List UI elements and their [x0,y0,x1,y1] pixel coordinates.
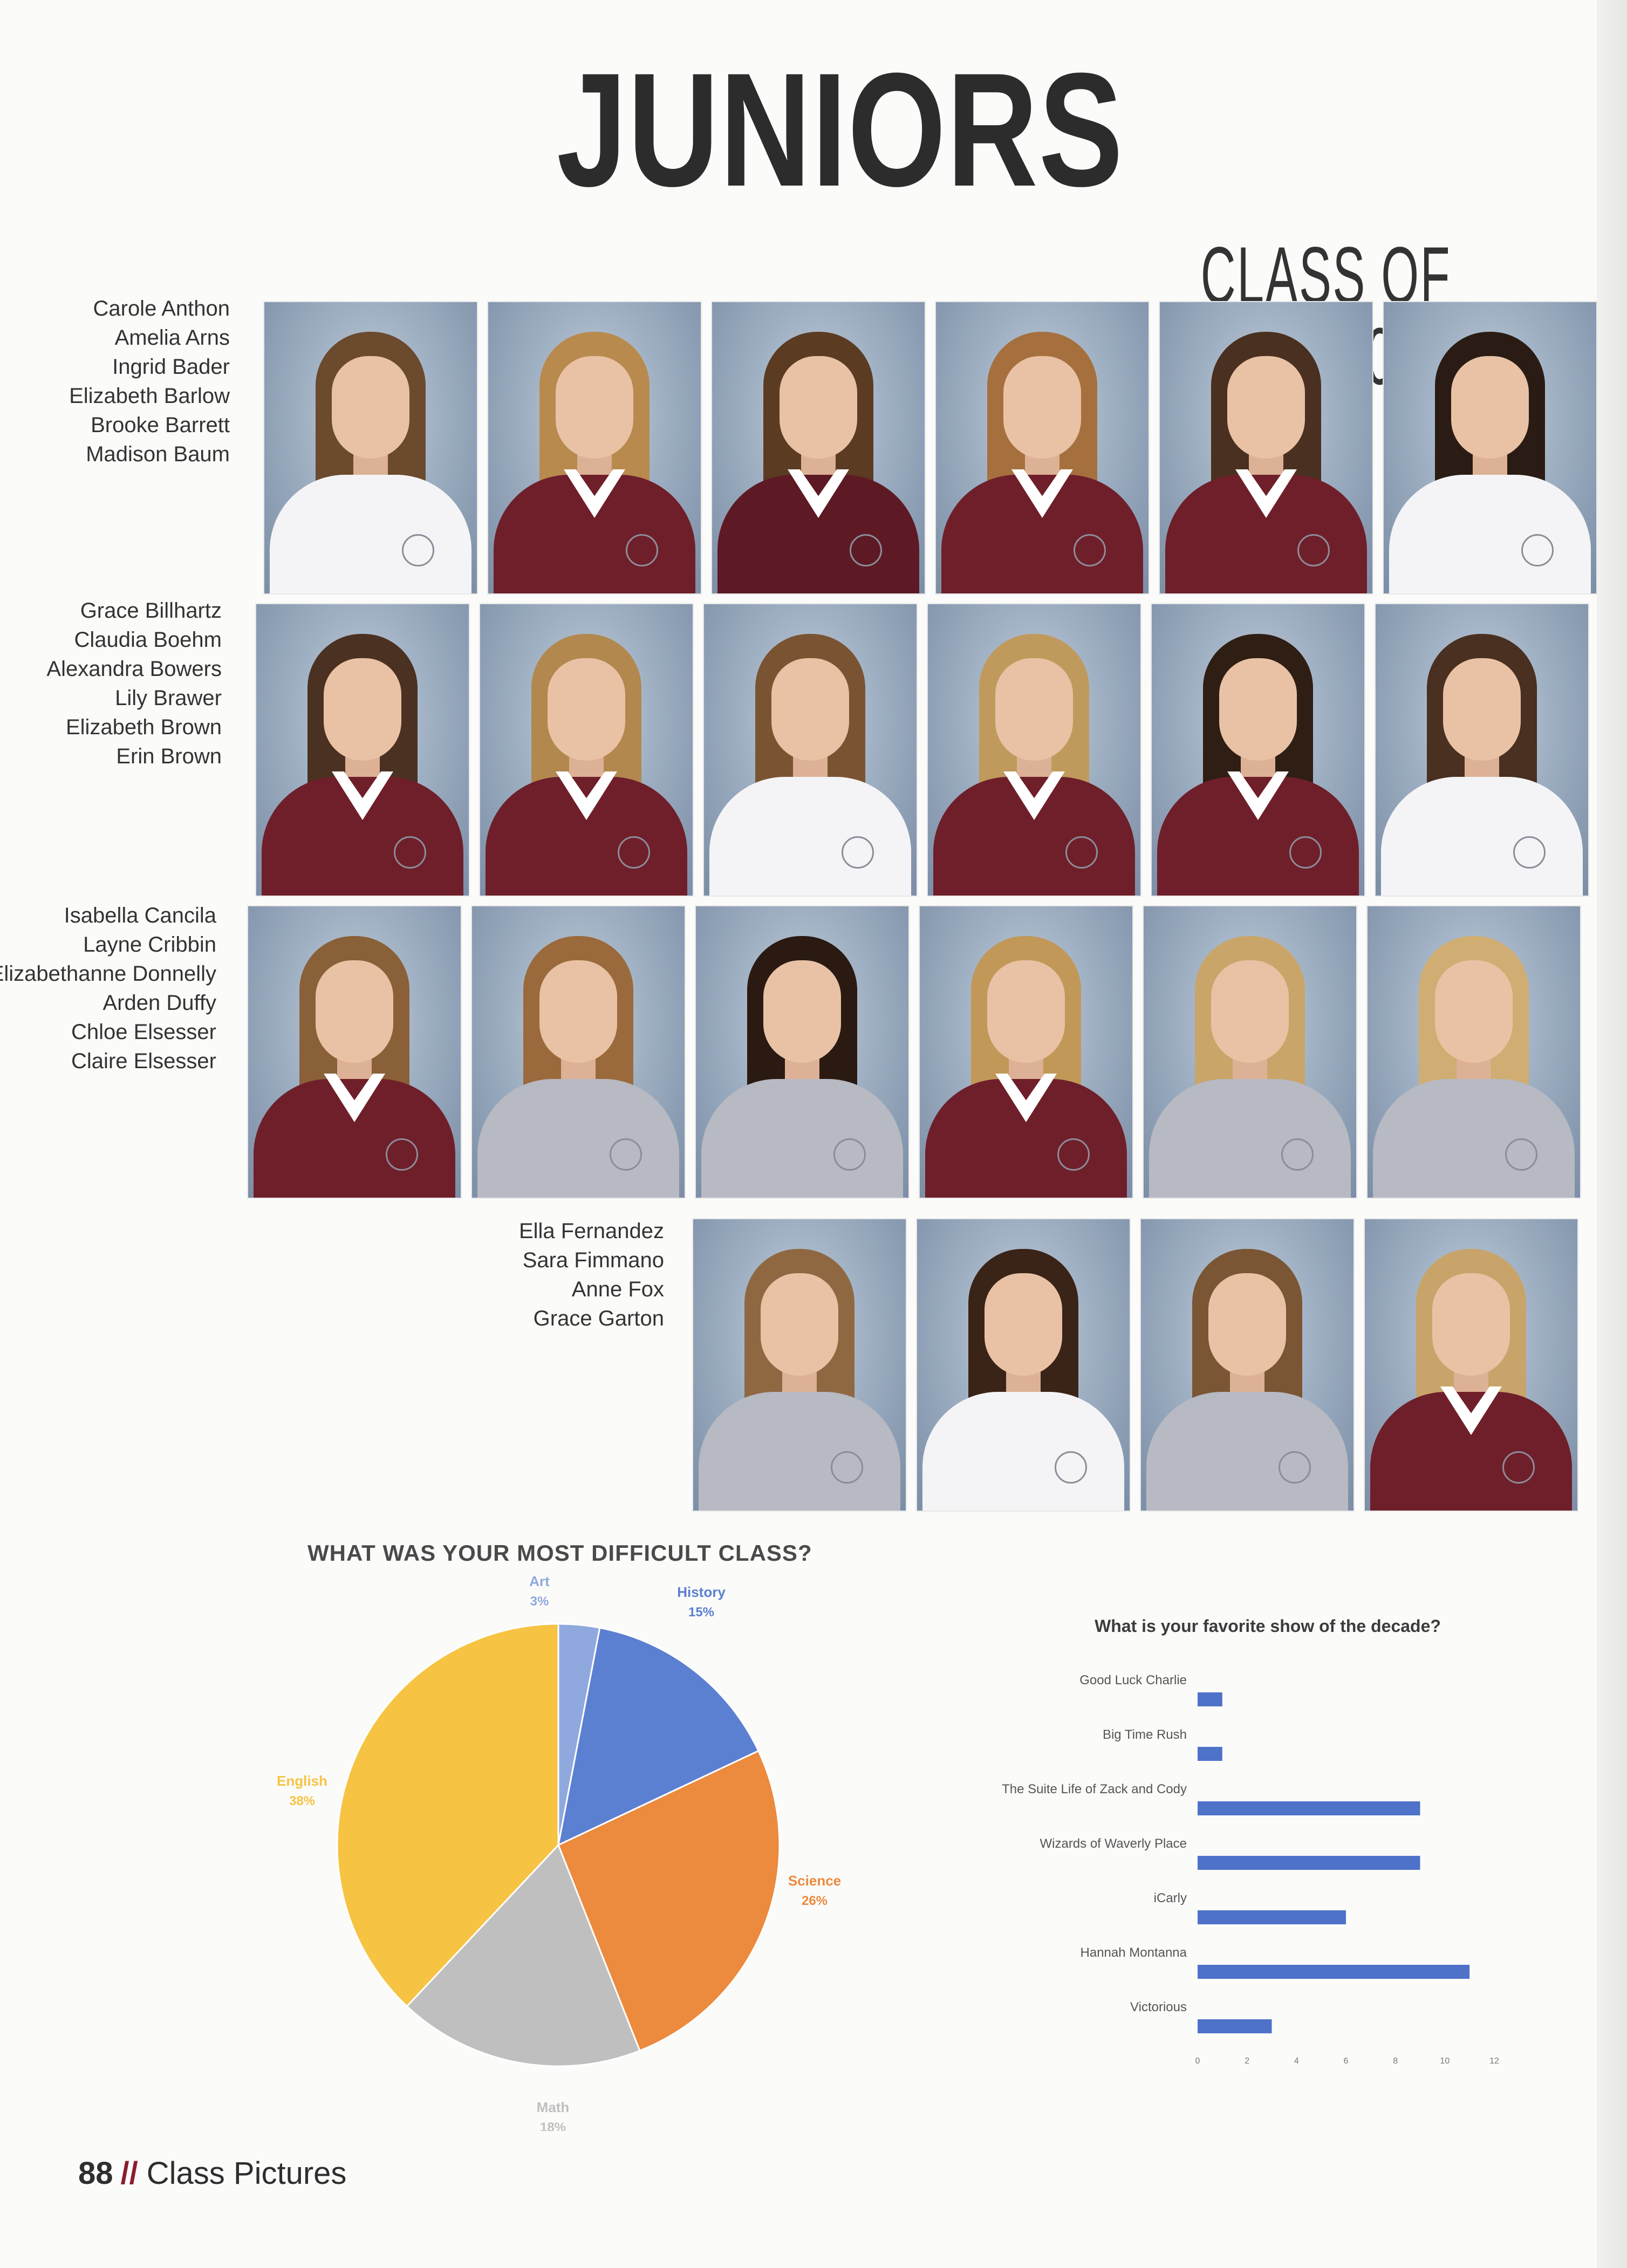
bar [1198,1801,1420,1815]
name-list-1: Carole Anthon Amelia Arns Ingrid Bader E… [69,294,230,469]
student-name: Ella Fernandez [518,1219,664,1243]
student-portrait [920,906,1132,1198]
student-name: Arden Duffy [102,991,217,1015]
student-name: Sara Fimmano [522,1248,664,1272]
pie-label: Science [788,1873,841,1889]
student-name: Alexandra Bowers [46,657,222,681]
x-tick-label: 10 [1440,2057,1450,2066]
student-name: Claudia Boehm [74,628,222,652]
name-list-3: Isabella Cancila Layne Cribbin Elizabeth… [0,901,216,1076]
pie-chart: Art 3% History 15% Science 26% Math 18% English 3… [248,1565,842,2135]
pie-percent-label: 26% [802,1894,828,1908]
x-tick-label: 8 [1393,2057,1398,2066]
bar-category-label: Hannah Montanna [1081,1945,1187,1960]
student-portrait [917,1219,1130,1511]
page-footer: 88//Class Pictures [78,2155,346,2191]
student-name: Ingrid Bader [112,355,230,379]
student-name: Grace Garton [533,1307,664,1330]
student-name: Elizabeth Barlow [69,384,230,408]
page-title: JUNIORS [557,39,1124,220]
student-portrait [712,302,925,593]
student-portrait [472,906,685,1198]
pie-slice-math [406,1843,641,2067]
bar [1198,1965,1470,1979]
bar-chart-title: What is your favorite show of the decade… [1095,1616,1441,1636]
pie-label: Math [537,2099,570,2115]
student-portrait [1152,604,1364,896]
bar-category-label: Victorious [1130,2000,1187,2014]
pie-slice-science [557,1750,781,2052]
pie-slice-history [557,1627,760,1847]
footer-separator: // [120,2156,138,2191]
bar-category-label: Wizards of Waverly Place [1040,1836,1187,1851]
student-portrait [1365,1219,1577,1511]
bar-category-label: Good Luck Charlie [1079,1673,1187,1688]
student-name: Grace Billhartz [80,599,222,623]
student-name: Carole Anthon [93,297,230,320]
pie-label: English [277,1773,327,1789]
pie-chart-title: WHAT WAS YOUR MOST DIFFICULT CLASS? [307,1540,812,1566]
bar [1198,1692,1222,1706]
student-name: Erin Brown [116,744,222,768]
pie-percent-label: 38% [289,1794,315,1808]
bar-category-label: The Suite Life of Zack and Cody [1002,1782,1187,1796]
pie-percent-label: 18% [540,2120,566,2131]
student-name: Brooke Barrett [91,413,230,437]
x-tick-label: 12 [1489,2057,1499,2066]
student-portrait [1384,302,1596,593]
student-name: Elizabeth Brown [65,715,222,739]
x-tick-label: 6 [1344,2057,1349,2066]
student-portrait [1144,906,1356,1198]
bar [1198,1856,1420,1870]
x-tick-label: 4 [1294,2057,1299,2066]
student-portrait [696,906,908,1198]
student-name: Isabella Cancila [64,904,216,927]
student-name: Amelia Arns [114,326,230,350]
pie-percent-label: 3% [530,1594,549,1609]
student-name: Anne Fox [571,1278,664,1301]
page-number: 88 [78,2156,113,2191]
student-portrait [693,1219,906,1511]
pie-percent-label: 15% [688,1605,714,1620]
student-name: Elizabethanne Donnelly [0,962,216,986]
student-name: Lily Brawer [115,686,222,710]
student-name: Madison Baum [86,442,230,466]
student-portrait [248,906,461,1198]
bar [1198,2019,1272,2033]
x-tick-label: 2 [1245,2057,1249,2066]
student-portrait [1160,302,1372,593]
bar [1198,1747,1222,1761]
student-name: Claire Elsesser [71,1049,216,1073]
name-list-2: Grace Billhartz Claudia Boehm Alexandra … [46,596,222,771]
student-portrait [256,604,469,896]
student-portrait [264,302,477,593]
student-portrait [1368,906,1580,1198]
student-portrait [480,604,693,896]
section-name: Class Pictures [146,2156,347,2191]
bar-category-label: Big Time Rush [1103,1727,1187,1742]
student-portrait [936,302,1149,593]
bar [1198,1910,1346,1924]
pie-label: Art [529,1573,550,1589]
student-portrait [704,604,917,896]
student-portrait [1376,604,1588,896]
student-name: Layne Cribbin [83,933,216,957]
name-list-4: Ella Fernandez Sara Fimmano Anne Fox Gra… [519,1217,664,1333]
bar-chart: What is your favorite show of the decade… [982,1608,1521,2082]
bar-category-label: iCarly [1154,1891,1187,1905]
page-edge [1597,0,1627,2268]
student-portrait [488,302,701,593]
student-name: Chloe Elsesser [71,1020,216,1044]
student-portrait [928,604,1140,896]
pie-slice-english [336,1623,559,2007]
x-tick-label: 0 [1195,2057,1200,2066]
pie-label: History [677,1584,726,1600]
student-portrait [1141,1219,1353,1511]
